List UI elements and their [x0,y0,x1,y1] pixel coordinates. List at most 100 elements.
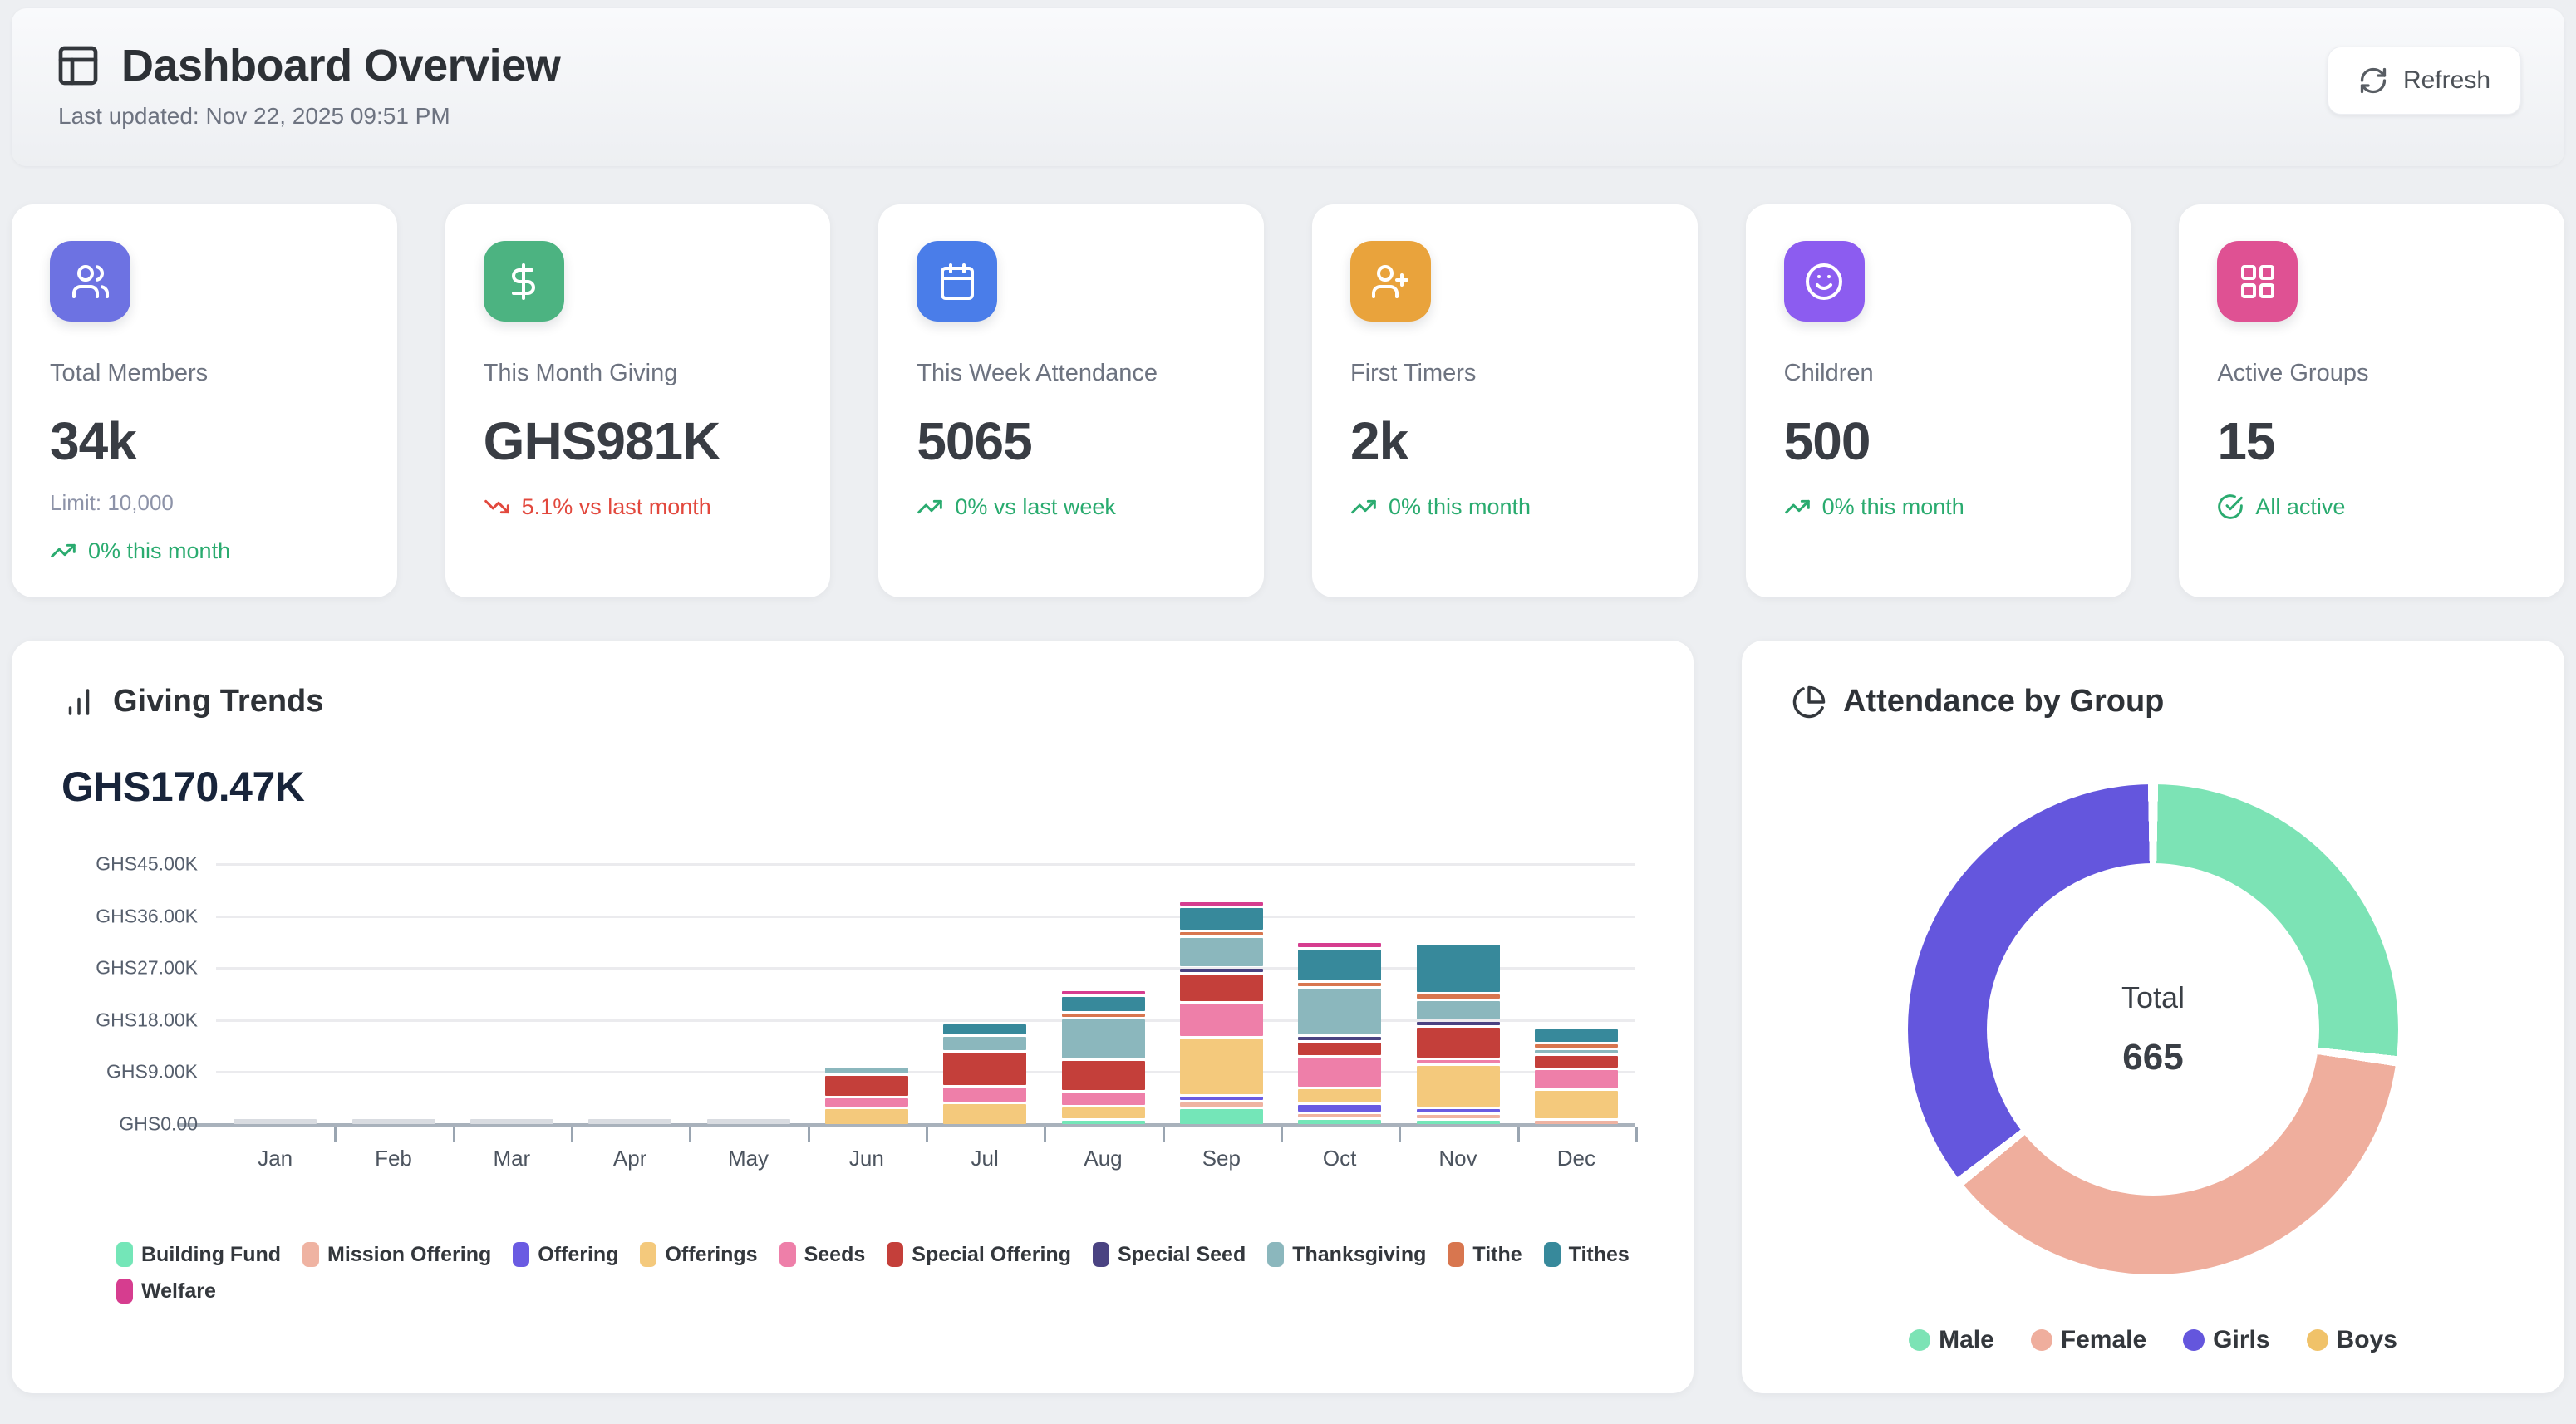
legend-item[interactable]: Special Offering [887,1242,1071,1267]
x-axis-label: Sep [1202,1146,1241,1171]
bar-segment[interactable] [1179,969,1263,972]
legend-label: Offering [538,1242,619,1266]
bar-column-jan[interactable] [234,1119,317,1124]
bar-segment[interactable] [1298,1037,1382,1040]
bar-column-aug[interactable] [1061,991,1145,1124]
giving-trends-chart: GHS45.00K GHS36.00K GHS27.00K GHS18.00K GHS9… [96,853,1638,1142]
bar-segment[interactable] [1298,1114,1382,1117]
bar-segment[interactable] [1534,1070,1618,1088]
legend-item[interactable]: Girls [2183,1326,2270,1354]
legend-item[interactable]: Seeds [779,1242,865,1267]
bar-segment[interactable] [1179,902,1263,906]
bar-segment[interactable] [1298,1043,1382,1055]
bar-segment[interactable] [1298,983,1382,986]
bar-column-apr[interactable] [588,1119,672,1124]
bar-segment[interactable] [1061,1014,1145,1017]
bar-segment[interactable] [1298,1089,1382,1102]
bar-segment[interactable] [1416,1115,1500,1118]
bar-segment[interactable] [1298,989,1382,1034]
stat-value: 34k [50,411,137,471]
bar-segment-near-zero[interactable] [706,1119,790,1124]
bar-segment[interactable] [1179,932,1263,935]
bar-segment[interactable] [1179,1004,1263,1036]
bar-segment[interactable] [1534,1050,1618,1053]
bar-column-jun[interactable] [824,1068,908,1124]
legend-item[interactable]: Male [1909,1326,1994,1354]
legend-item[interactable]: Building Fund [116,1242,281,1267]
bar-column-sep[interactable] [1179,902,1263,1124]
bar-segment[interactable] [824,1076,908,1096]
legend-item[interactable]: Thanksgiving [1267,1242,1426,1267]
legend-item[interactable]: Special Seed [1092,1242,1246,1267]
legend-item[interactable]: Mission Offering [302,1242,491,1267]
bar-segment[interactable] [943,1053,1027,1085]
bar-segment[interactable] [1298,1120,1382,1124]
bar-segment[interactable] [943,1024,1027,1034]
bar-segment[interactable] [1416,1060,1500,1063]
bar-segment[interactable] [1534,1056,1618,1068]
legend-item[interactable]: Boys [2306,1326,2397,1354]
legend-item[interactable]: Welfare [116,1279,216,1304]
trending-up-icon [1784,499,1810,514]
bar-segment[interactable] [1179,1109,1263,1124]
gridline [216,1019,1635,1022]
bar-column-feb[interactable] [351,1119,435,1124]
bar-segment[interactable] [1179,975,1263,1001]
bar-segment[interactable] [1179,938,1263,966]
legend-item[interactable]: Tithes [1543,1242,1630,1267]
page-header: Dashboard Overview Last updated: Nov 22,… [12,8,2564,166]
bar-segment-near-zero[interactable] [351,1119,435,1124]
bar-segment-near-zero[interactable] [469,1119,553,1124]
bar-segment[interactable] [943,1037,1027,1050]
legend-item[interactable]: Female [2030,1326,2146,1354]
bar-segment[interactable] [1179,1097,1263,1100]
bar-segment[interactable] [1061,1019,1145,1058]
bar-segment[interactable] [1416,1121,1500,1124]
bar-segment[interactable] [1061,1093,1145,1105]
bar-segment[interactable] [1416,945,1500,992]
donut-center: Total 665 [1987,863,2319,1196]
bar-segment[interactable] [824,1109,908,1124]
legend-item[interactable]: Tithe [1448,1242,1522,1267]
refresh-button[interactable]: Refresh [2327,47,2521,115]
bar-segment[interactable] [1534,1029,1618,1042]
bar-column-oct[interactable] [1298,943,1382,1124]
bar-segment[interactable] [1061,1121,1145,1124]
stat-trend-text: 0% this month [88,538,231,563]
bar-segment[interactable] [1061,1107,1145,1118]
bar-segment[interactable] [1298,1105,1382,1112]
legend-item[interactable]: Offering [513,1242,618,1267]
bar-segment[interactable] [1416,1066,1500,1107]
bar-segment[interactable] [1416,994,1500,999]
bar-segment[interactable] [1061,1061,1145,1090]
bar-segment[interactable] [1534,1044,1618,1048]
bar-segment[interactable] [1179,1039,1263,1094]
bar-segment[interactable] [1534,1121,1618,1124]
bar-segment[interactable] [1298,950,1382,980]
bar-column-dec[interactable] [1534,1029,1618,1124]
bar-segment[interactable] [1416,1028,1500,1058]
bar-segment[interactable] [1298,1058,1382,1087]
bar-segment[interactable] [1416,1109,1500,1112]
bar-segment[interactable] [943,1088,1027,1102]
bar-segment[interactable] [1416,1001,1500,1019]
bar-segment[interactable] [1534,1091,1618,1118]
bar-segment-near-zero[interactable] [234,1119,317,1124]
bar-segment[interactable] [943,1104,1027,1124]
bar-segment[interactable] [1179,1102,1263,1107]
legend-item[interactable]: Offerings [640,1242,758,1267]
bar-segment[interactable] [1061,997,1145,1011]
x-axis-tick [1044,1127,1047,1142]
bar-column-nov[interactable] [1416,945,1500,1124]
bar-column-mar[interactable] [469,1119,553,1124]
bar-segment[interactable] [1179,908,1263,930]
bar-column-jul[interactable] [943,1024,1027,1124]
bar-segment[interactable] [1061,991,1145,994]
bar-segment[interactable] [1416,1022,1500,1025]
bar-segment[interactable] [824,1068,908,1073]
bar-segment[interactable] [824,1098,908,1107]
trending-up-icon [917,499,943,514]
bar-segment[interactable] [1298,943,1382,947]
bar-column-may[interactable] [706,1119,790,1124]
bar-segment-near-zero[interactable] [588,1119,672,1124]
